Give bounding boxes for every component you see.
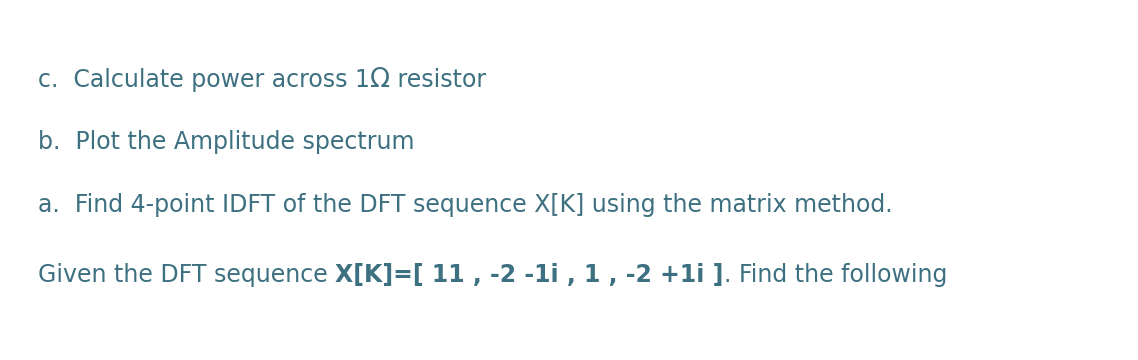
Text: b.  Plot the Amplitude spectrum: b. Plot the Amplitude spectrum <box>38 130 414 154</box>
Text: c.  Calculate power across 1: c. Calculate power across 1 <box>38 68 370 92</box>
Text: Given the DFT sequence: Given the DFT sequence <box>38 263 336 287</box>
Text: . Find the following: . Find the following <box>724 263 947 287</box>
Text: X[K]=[ 11 , -2 -1i , 1 , -2 +1i ]: X[K]=[ 11 , -2 -1i , 1 , -2 +1i ] <box>336 263 724 287</box>
Text: resistor: resistor <box>390 68 486 92</box>
Text: a.  Find 4-point IDFT of the DFT sequence X[K] using the matrix method.: a. Find 4-point IDFT of the DFT sequence… <box>38 193 892 217</box>
Text: Ω: Ω <box>370 67 390 93</box>
